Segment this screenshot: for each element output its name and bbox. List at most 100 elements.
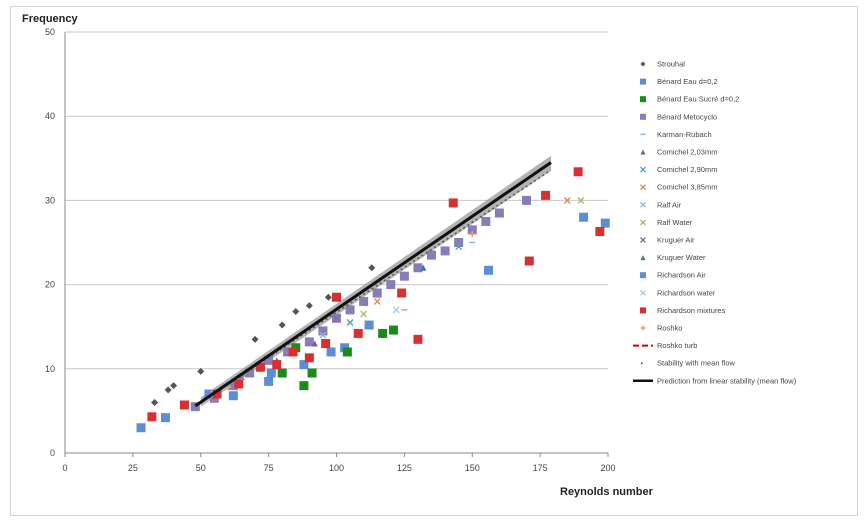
point-series-14: [397, 288, 407, 298]
point-series-0: [368, 264, 376, 272]
legend-label-3: Bénard Metocyclo: [657, 112, 717, 121]
point-series-1: [160, 413, 170, 423]
legend-marker-8: [640, 201, 646, 208]
point-series-0: [151, 398, 159, 406]
legend-label-8: Ralf Air: [657, 200, 682, 209]
legend-marker-15: [640, 325, 646, 331]
point-series-3: [494, 208, 504, 218]
point-series-3: [318, 326, 328, 336]
point-series-12: [484, 265, 494, 275]
point-series-14: [332, 292, 341, 302]
point-series-12: [266, 368, 276, 378]
gridlines: [65, 31, 608, 370]
point-series-3: [264, 355, 274, 365]
point-series-0: [197, 367, 205, 375]
point-series-3: [372, 288, 382, 298]
legend-label-2: Bénard Eau Sucré d=0,2: [657, 95, 739, 104]
legend-marker-0: [640, 61, 646, 67]
point-series-2: [378, 328, 388, 338]
legend-label-0: Strouhal: [657, 60, 685, 69]
legend-marker-2: [640, 96, 646, 103]
point-series-3: [190, 402, 200, 412]
legend-marker-1: [640, 78, 646, 85]
y-tick-label: 30: [45, 195, 55, 205]
point-series-3: [386, 280, 396, 290]
point-series-1: [136, 423, 146, 433]
point-series-1: [264, 376, 274, 386]
axes: [64, 32, 609, 457]
point-series-0: [251, 335, 259, 343]
point-series-11: [420, 264, 427, 271]
point-series-14: [321, 339, 331, 349]
point-series-3: [399, 271, 409, 281]
point-series-12: [600, 218, 610, 228]
point-series-0: [278, 321, 286, 329]
point-series-14: [234, 379, 244, 389]
point-series-12: [364, 320, 374, 330]
point-series-2: [299, 381, 309, 391]
point-series-7: [563, 196, 571, 204]
point-series-14: [541, 190, 551, 200]
x-tick-label: 25: [128, 463, 138, 473]
point-series-14: [179, 400, 189, 410]
chart-frame: [10, 6, 858, 516]
point-series-3: [283, 347, 293, 357]
legend-line-label-2: Prediction from linear stability (mean f…: [657, 376, 797, 385]
point-series-1: [228, 391, 238, 401]
y-tick-label: 20: [45, 280, 55, 290]
point-series-1: [204, 389, 214, 399]
point-series-0: [324, 293, 332, 301]
point-series-12: [579, 212, 589, 222]
point-series-14: [595, 227, 605, 237]
x-tick-label: 0: [62, 463, 67, 473]
legend-marker-10: [640, 237, 646, 243]
legend-label-11: Kruguer Water: [657, 253, 706, 262]
point-series-0: [305, 302, 313, 310]
point-series-14: [524, 256, 534, 266]
point-series-3: [467, 225, 477, 235]
point-series-9: [360, 310, 368, 318]
legend-label-14: Richardson mixtures: [657, 306, 726, 315]
point-series-3: [440, 246, 450, 256]
x-tick-label: 75: [264, 463, 274, 473]
point-series-2: [389, 325, 399, 335]
point-series-0: [292, 308, 300, 316]
data-points: [136, 167, 610, 433]
legend-marker-13: [640, 289, 646, 296]
y-tick-label: 0: [50, 448, 55, 458]
point-series-14: [413, 334, 423, 344]
point-series-3: [454, 238, 464, 247]
point-series-6: [346, 319, 354, 326]
point-series-14: [212, 389, 222, 399]
x-axis-title: Reynolds number: [560, 486, 654, 498]
point-series-0: [170, 382, 178, 390]
point-series-14: [272, 360, 282, 370]
x-tick-label: 150: [465, 463, 480, 473]
y-tick-label: 40: [45, 111, 55, 121]
point-series-5: [311, 340, 318, 347]
legend-marker-5: [640, 149, 646, 155]
legend-label-4: Karman-Rubach: [657, 130, 712, 139]
legend-marker-6: [640, 166, 646, 173]
trend-lines: [194, 161, 552, 408]
point-series-2: [342, 347, 352, 357]
point-series-3: [522, 195, 532, 205]
point-series-14: [147, 412, 157, 422]
point-series-14: [304, 353, 314, 363]
x-tick-label: 100: [329, 463, 344, 473]
x-tick-label: 125: [397, 463, 412, 473]
point-series-15: [469, 231, 476, 238]
point-series-3: [228, 381, 238, 391]
legend-label-1: Bénard Eau d=0,2: [657, 77, 718, 86]
point-series-14: [448, 198, 458, 208]
point-series-8: [319, 331, 327, 339]
y-axis-title: Frequency: [22, 13, 79, 25]
point-series-14: [353, 328, 363, 338]
legend-label-10: Kruguer Air: [657, 236, 695, 245]
x-tick-label: 175: [533, 463, 548, 473]
point-series-3: [304, 337, 314, 347]
legend-marker-9: [640, 219, 646, 226]
legend-label-5: Comichel 2,03mm: [657, 148, 717, 157]
point-series-3: [427, 250, 437, 260]
